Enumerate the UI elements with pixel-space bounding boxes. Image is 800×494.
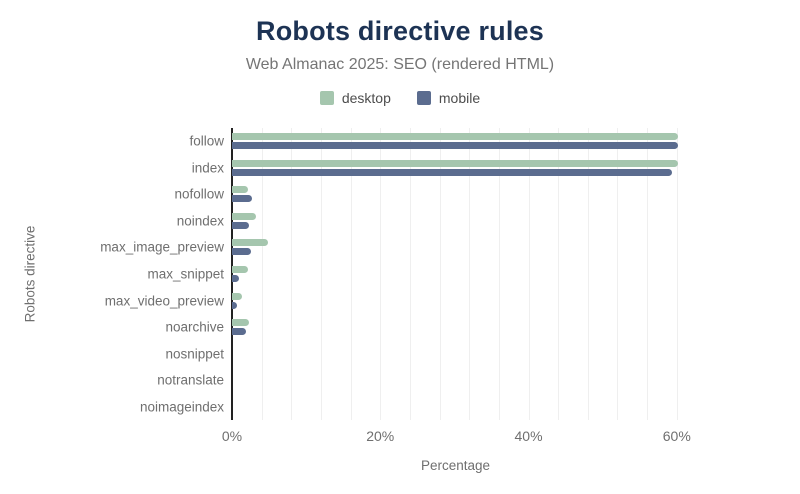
gridline bbox=[291, 128, 293, 420]
gridline bbox=[617, 128, 619, 420]
bar-mobile-follow[interactable] bbox=[232, 142, 678, 150]
bar-mobile-max_snippet[interactable] bbox=[232, 275, 240, 282]
gridline bbox=[676, 128, 678, 420]
x-axis-tick-label: 20% bbox=[366, 428, 395, 444]
y-axis-label: noimageindex bbox=[139, 399, 224, 415]
x-axis-tick-label: 40% bbox=[514, 428, 543, 444]
y-axis-label: notranslate bbox=[157, 372, 224, 388]
chart-title: Robots directive rules bbox=[256, 16, 544, 46]
legend-label-desktop: desktop bbox=[341, 90, 391, 106]
y-axis-labels: follow index nofollow noindex max_image_prev… bbox=[0, 128, 224, 420]
x-axis-title: Percentage bbox=[420, 458, 491, 473]
bar-mobile-noarchive[interactable] bbox=[232, 328, 247, 336]
y-axis-label: max_image_preview bbox=[100, 239, 224, 255]
gridline bbox=[498, 128, 500, 420]
gridline bbox=[261, 128, 263, 420]
bar-desktop-nofollow[interactable] bbox=[232, 186, 249, 194]
bar-desktop-max_video_preview[interactable] bbox=[232, 292, 243, 300]
y-axis-label: noindex bbox=[176, 213, 224, 229]
y-axis-label: noarchive bbox=[165, 319, 224, 335]
legend-swatch-mobile bbox=[416, 91, 431, 105]
gridline bbox=[558, 128, 560, 420]
y-axis-label: nosnippet bbox=[165, 346, 224, 362]
gridline bbox=[350, 128, 352, 420]
gridline bbox=[647, 128, 649, 420]
bar-desktop-index[interactable] bbox=[232, 159, 678, 167]
bar-desktop-noarchive[interactable] bbox=[232, 319, 250, 327]
plot-area bbox=[231, 128, 679, 420]
gridline bbox=[469, 128, 471, 420]
x-axis-tick-label: 60% bbox=[662, 428, 691, 444]
bar-mobile-nofollow[interactable] bbox=[232, 195, 252, 203]
legend-label-mobile: mobile bbox=[438, 90, 481, 106]
y-axis-line bbox=[231, 128, 233, 420]
chart-subtitle: Web Almanac 2025: SEO (rendered HTML) bbox=[245, 56, 555, 73]
gridline bbox=[439, 128, 441, 420]
legend: desktop mobile bbox=[0, 90, 800, 106]
gridline bbox=[320, 128, 322, 420]
legend-item-desktop: desktop bbox=[319, 90, 391, 106]
gridline bbox=[409, 128, 411, 420]
bar-mobile-max_video_preview[interactable] bbox=[232, 301, 238, 309]
gridline bbox=[587, 128, 589, 420]
bar-mobile-max_image_preview[interactable] bbox=[232, 248, 251, 256]
bar-mobile-index[interactable] bbox=[232, 168, 673, 176]
x-axis-ticks: 0% 20% 40% 60% bbox=[222, 428, 691, 446]
legend-swatch-desktop bbox=[319, 91, 334, 105]
gridline bbox=[528, 128, 530, 420]
y-axis-label: follow bbox=[189, 133, 224, 149]
x-axis-tick-label: 0% bbox=[221, 428, 243, 444]
bar-desktop-max_snippet[interactable] bbox=[232, 266, 248, 273]
bar-desktop-noindex[interactable] bbox=[232, 212, 257, 220]
legend-item-mobile: mobile bbox=[416, 90, 481, 106]
bar-desktop-follow[interactable] bbox=[232, 133, 678, 141]
y-axis-label: max_snippet bbox=[147, 266, 224, 282]
bar-mobile-noindex[interactable] bbox=[232, 221, 250, 229]
bar-desktop-max_image_preview[interactable] bbox=[232, 239, 268, 247]
y-axis-label: nofollow bbox=[174, 186, 224, 202]
gridline bbox=[380, 128, 382, 420]
y-axis-label: max_video_preview bbox=[104, 293, 224, 309]
y-axis-label: index bbox=[191, 160, 224, 176]
